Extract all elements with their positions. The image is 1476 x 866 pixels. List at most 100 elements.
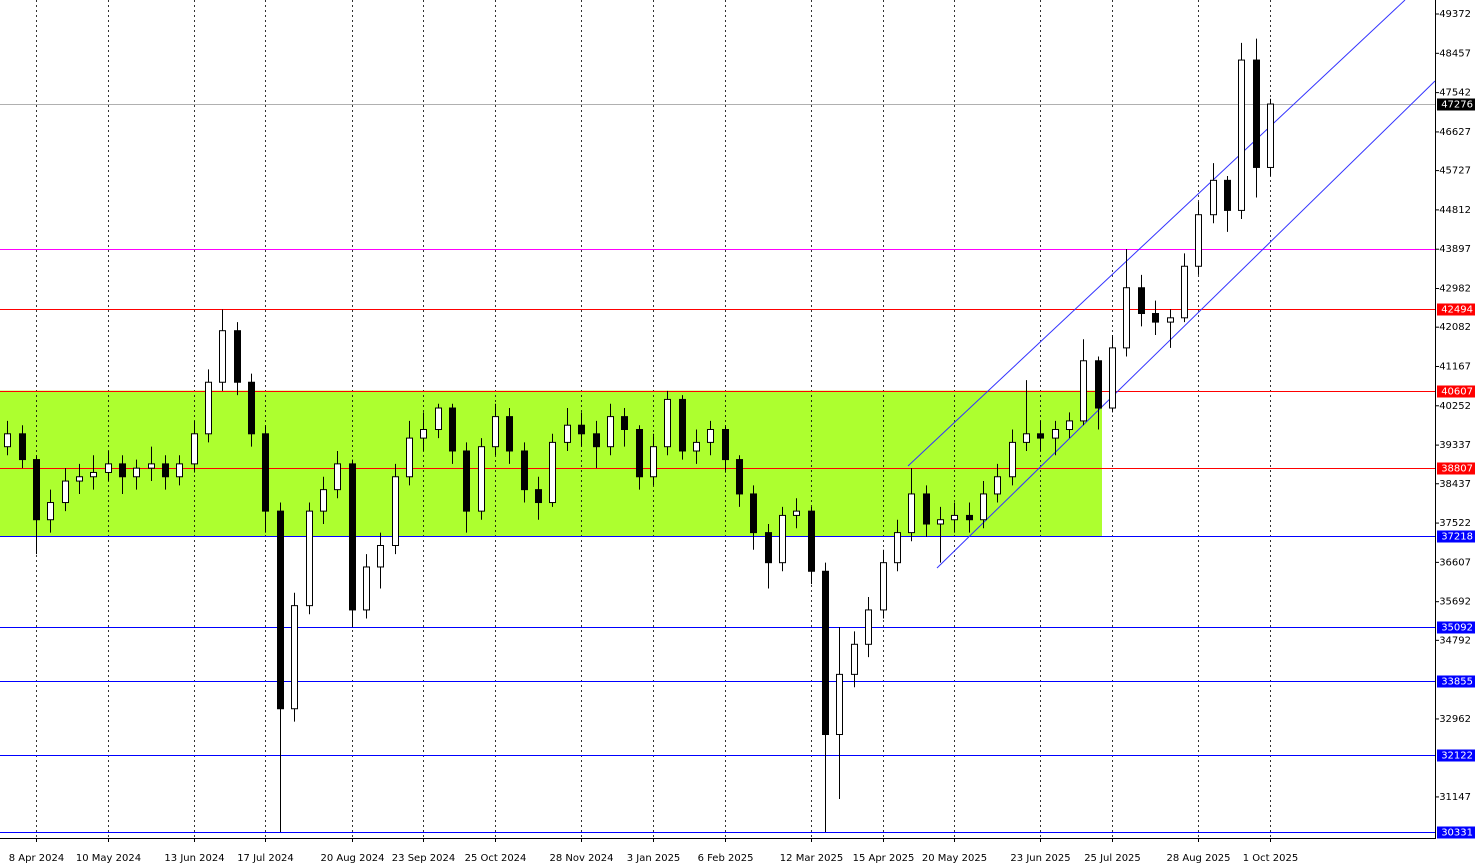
- candle-body: [478, 446, 485, 512]
- y-tick-label: 37522: [1439, 518, 1471, 529]
- x-tick-label: 3 Jan 2025: [627, 853, 681, 864]
- level-tag: [1437, 826, 1475, 839]
- level-tag: [1437, 530, 1475, 543]
- x-tick-label: 25 Jul 2025: [1084, 853, 1141, 864]
- candle-body: [219, 330, 226, 383]
- last-price-label: 47276: [1441, 100, 1473, 111]
- y-tick-label: 38437: [1439, 479, 1471, 490]
- candle-body: [836, 673, 843, 736]
- candle-body: [765, 532, 772, 564]
- level-tag-label: 32122: [1441, 751, 1473, 762]
- candle-body: [320, 489, 327, 512]
- candle-body: [1138, 287, 1145, 315]
- x-tick-label: 28 Nov 2024: [549, 853, 613, 864]
- level-tag-label: 37218: [1441, 532, 1473, 543]
- candle-body: [1109, 347, 1116, 409]
- candle-body: [535, 489, 542, 504]
- y-tick-label: 31147: [1439, 792, 1471, 803]
- candle-body: [793, 510, 800, 516]
- candle-body: [105, 463, 112, 473]
- level-tag-label: 40607: [1441, 387, 1473, 398]
- candle-body: [851, 643, 858, 675]
- channel: [907, 0, 1436, 569]
- y-tick-label: 42982: [1439, 284, 1471, 295]
- x-tick-label: 12 Mar 2025: [780, 853, 843, 864]
- x-tick-label: 17 Jul 2024: [237, 853, 294, 864]
- candle-body: [722, 429, 729, 461]
- candle-body: [1167, 317, 1174, 323]
- candle-body: [908, 493, 915, 534]
- y-tick-label: 45727: [1439, 166, 1471, 177]
- candle-body: [506, 416, 513, 452]
- y-tick-label: 44812: [1439, 205, 1471, 216]
- candle-body: [463, 450, 470, 512]
- candle-body: [162, 463, 169, 478]
- candle-body: [951, 514, 958, 521]
- candle-body: [406, 437, 413, 478]
- y-tick-label: 36607: [1439, 557, 1471, 568]
- x-tick-label: 28 Aug 2025: [1166, 853, 1230, 864]
- candle-body: [650, 446, 657, 478]
- candle-body: [176, 463, 183, 478]
- candle-body: [1267, 103, 1274, 168]
- last-price-tag: [1437, 98, 1475, 111]
- candle-body: [980, 493, 987, 521]
- candle-body: [1152, 313, 1159, 323]
- level-tag-label: 42494: [1441, 305, 1473, 316]
- level-tag: [1437, 303, 1475, 316]
- candle-body: [291, 605, 298, 710]
- x-tick-label: 20 May 2025: [922, 853, 987, 864]
- candle-body: [1052, 429, 1059, 439]
- candle-body: [1009, 441, 1016, 478]
- candle-body: [349, 463, 356, 611]
- candle-body: [1224, 179, 1231, 211]
- candle-body: [1037, 433, 1044, 439]
- candle-body: [492, 416, 499, 448]
- candle-body: [47, 502, 54, 521]
- y-tick-label: 39337: [1439, 440, 1471, 451]
- y-tick-label: 48457: [1439, 48, 1471, 59]
- candles: [4, 38, 1274, 832]
- candle-body: [707, 429, 714, 443]
- y-tick-label: 43897: [1439, 244, 1471, 255]
- candle-body: [277, 510, 284, 710]
- candle-body: [636, 429, 643, 478]
- level-tag-label: 38807: [1441, 464, 1473, 475]
- candle-body: [420, 429, 427, 439]
- level-tag-label: 35092: [1441, 623, 1473, 634]
- y-tick-label: 42082: [1439, 322, 1471, 333]
- level-tag: [1437, 675, 1475, 688]
- candle-body: [306, 510, 313, 607]
- y-tick-label: 49372: [1439, 9, 1471, 20]
- y-tick-label: 46627: [1439, 127, 1471, 138]
- x-tick-label: 25 Oct 2024: [465, 853, 527, 864]
- candle-body: [4, 433, 11, 448]
- candle-body: [62, 480, 69, 504]
- candle-body: [593, 433, 600, 448]
- candle-body: [449, 407, 456, 452]
- y-tick-label: 35692: [1439, 597, 1471, 608]
- candle-body: [808, 510, 815, 572]
- candle-body: [363, 566, 370, 611]
- y-tick-label: 32962: [1439, 714, 1471, 725]
- candle-body: [750, 493, 757, 534]
- level-tag-label: 30331: [1441, 828, 1473, 839]
- candle-body: [822, 570, 829, 736]
- level-tag: [1437, 462, 1475, 475]
- channel-lower: [936, 80, 1436, 569]
- candle-body: [119, 463, 126, 478]
- candle-body: [1095, 360, 1102, 409]
- candle-body: [1066, 420, 1073, 431]
- candle-body: [880, 562, 887, 611]
- candle-body: [76, 476, 83, 482]
- candle-body: [966, 514, 973, 521]
- x-tick-label: 23 Sep 2024: [392, 853, 455, 864]
- x-tick-label: 10 May 2024: [76, 853, 141, 864]
- candle-body: [334, 463, 341, 491]
- candle-body: [1023, 433, 1030, 443]
- level-tag: [1437, 749, 1475, 762]
- candle-body: [234, 330, 241, 383]
- candle-body: [937, 519, 944, 525]
- candle-body: [621, 416, 628, 431]
- candle-body: [578, 424, 585, 435]
